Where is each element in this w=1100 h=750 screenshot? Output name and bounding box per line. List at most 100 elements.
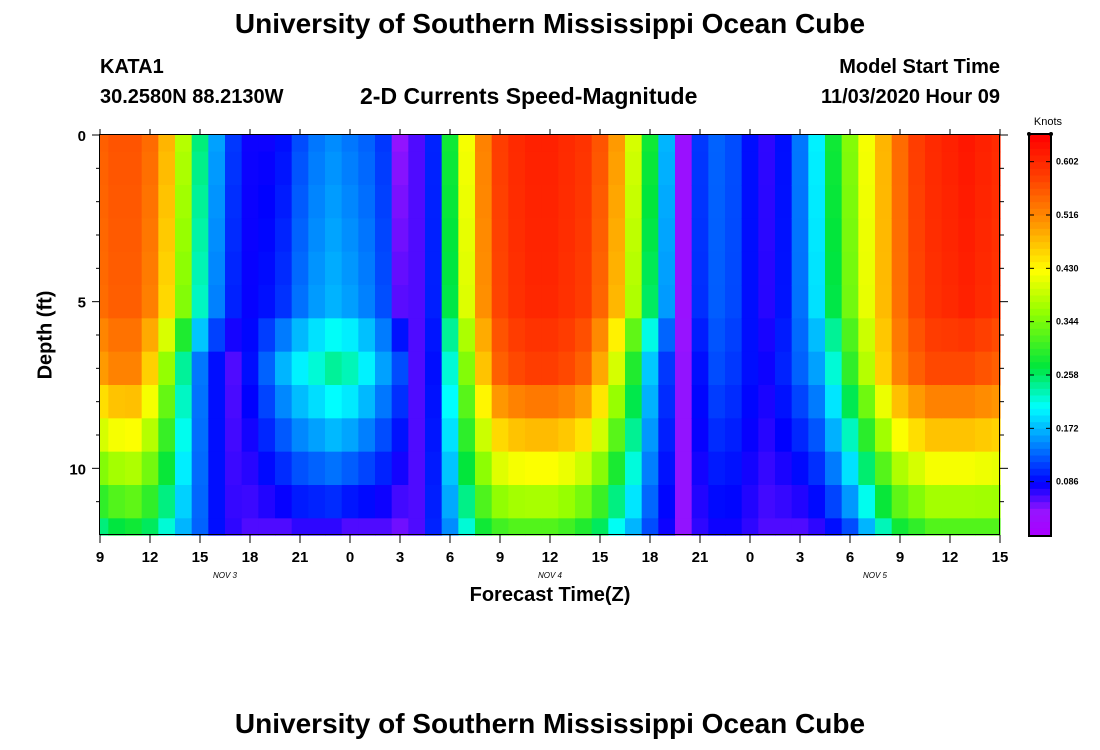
x-tick-label: 9 [496,549,504,566]
heatmap-cell [158,518,176,536]
heatmap-cell [891,285,909,319]
heatmap-cell [291,135,309,153]
heatmap-cell [458,418,476,453]
heatmap-cell [825,151,843,186]
heatmap-cell [258,251,276,286]
heatmap-cell [141,135,159,153]
heatmap-cell [308,251,326,286]
heatmap-cell [275,318,293,353]
heatmap-cell [675,418,693,453]
heatmap-cell [791,518,809,536]
heatmap-cell [775,318,793,353]
heatmap-cell [608,418,626,453]
heatmap-cell [275,485,293,519]
heatmap-cell [758,418,776,453]
heatmap-cell [458,518,476,536]
heatmap-cell [275,285,293,319]
heatmap-cell [725,385,743,419]
heatmap-cell [758,485,776,519]
heatmap-cell [808,385,826,419]
heatmap-cell [525,351,543,386]
heatmap-cell [575,518,593,536]
heatmap-cell [275,185,293,219]
heatmap-cell [491,251,509,286]
heatmap-cell [100,385,109,419]
heatmap-cell [741,151,759,186]
heatmap-cell [341,451,359,486]
colorbar-segment [1030,461,1050,469]
heatmap-cell [475,218,493,253]
heatmap-cell [458,351,476,386]
heatmap-cell [491,185,509,219]
heatmap-cell [558,351,576,386]
heatmap-cell [575,151,593,186]
heatmap-cell [458,135,476,153]
heatmap-cell [141,351,159,386]
heatmap-cell [758,451,776,486]
heatmap-cell [325,418,343,453]
heatmap-cell [908,135,926,153]
heatmap-cell [175,151,193,186]
heatmap-cell [808,518,826,536]
heatmap-cell [491,518,509,536]
heatmap-cell [725,451,743,486]
heatmap-cell [341,285,359,319]
heatmap-cell [875,418,893,453]
heatmap-cell [408,418,426,453]
heatmap-cell [841,518,859,536]
heatmap-cell [308,185,326,219]
heatmap-cell [691,351,709,386]
heatmap-cell [591,485,609,519]
heatmap-cell [325,485,343,519]
heatmap-cell [608,485,626,519]
heatmap-cell [375,385,393,419]
heatmap-cell [825,451,843,486]
heatmap-cell [975,518,993,536]
heatmap-cell [708,285,726,319]
heatmap-cell [575,135,593,153]
heatmap-cell [858,251,876,286]
heatmap-cell [541,451,559,486]
heatmap-cell [258,285,276,319]
heatmap-cell [175,318,193,353]
heatmap-cell [275,418,293,453]
heatmap-cell [791,218,809,253]
heatmap-cell [208,135,226,153]
heatmap-cell [758,318,776,353]
heatmap-cell [941,485,959,519]
heatmap-cell [325,135,343,153]
heatmap-cell [275,151,293,186]
heatmap-cell [525,251,543,286]
heatmap-cell [741,251,759,286]
heatmap-cell [241,485,259,519]
heatmap-cell [625,485,643,519]
heatmap-cell [508,135,526,153]
heatmap-cell [641,318,659,353]
date-label: NOV 4 [538,571,563,580]
y-axis: 0 5 10 [69,128,1008,503]
x-tick-label: 9 [96,549,104,566]
heatmap-cell [825,318,843,353]
heatmap-cell [225,218,243,253]
heatmap-cell [525,135,543,153]
heatmap-cell [241,318,259,353]
heatmap-cell [691,185,709,219]
heatmap-cell [541,418,559,453]
colorbar-segment [1030,301,1050,309]
heatmap-cell [791,418,809,453]
heatmap-cell [225,485,243,519]
x-axis-title: Forecast Time(Z) [469,584,631,606]
heatmap-cell [100,218,109,253]
heatmap-cell [125,518,143,536]
heatmap-cell [875,135,893,153]
heatmap-cell [341,135,359,153]
heatmap-cell [808,151,826,186]
heatmap-cell [908,418,926,453]
heatmap-cell [441,418,459,453]
heatmap-cell [808,185,826,219]
colorbar-segment [1030,528,1050,536]
heatmap-cell [375,135,393,153]
page-title: University of Southern Mississippi Ocean… [234,8,866,39]
heatmap-cell [558,518,576,536]
heatmap-cell [925,185,943,219]
